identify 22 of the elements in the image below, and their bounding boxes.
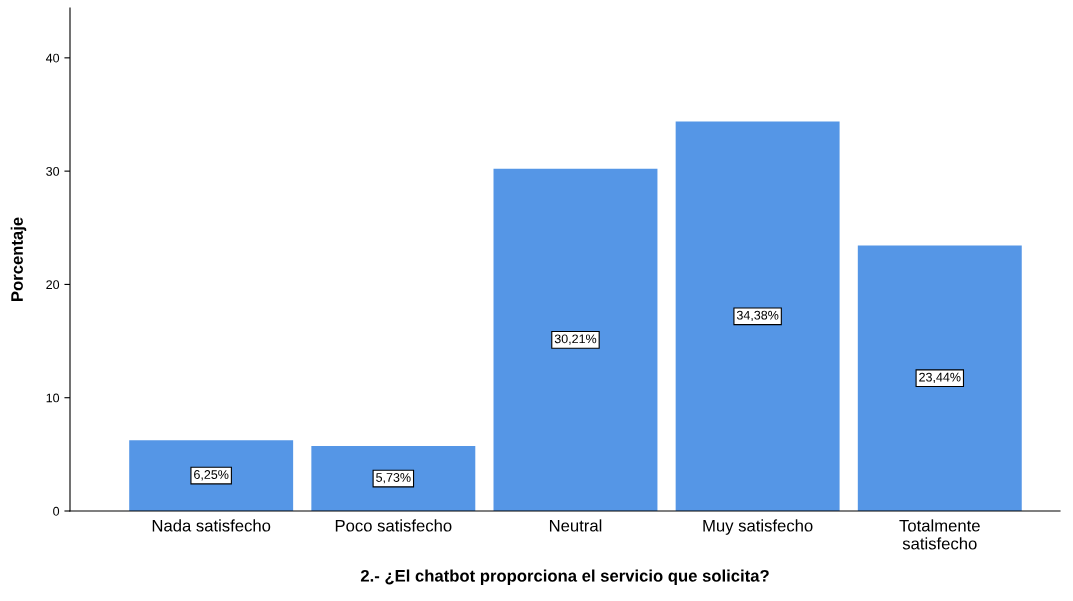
bar (675, 121, 840, 511)
data-label: 5,73% (376, 473, 411, 484)
data-label: 30,21% (554, 334, 597, 345)
x-tick-label: Nada satisfecho (152, 519, 271, 532)
bar (129, 440, 294, 511)
x-tick-label: Totalmente satisfecho (899, 519, 980, 550)
y-tick-label: 40 (45, 53, 60, 63)
data-label: 6,25% (194, 470, 229, 481)
bar (311, 446, 476, 511)
y-tick-label: 0 (53, 506, 60, 516)
x-tick-label: Neutral (549, 519, 602, 532)
bar (493, 168, 658, 511)
x-axis-title: 2.- ¿El chatbot proporciona el servicio que solicita? (360, 569, 769, 586)
y-tick-label: 20 (46, 280, 60, 290)
x-tick-label: Poco satisfecho (335, 519, 452, 532)
x-tick-label: Muy satisfecho (703, 519, 813, 535)
y-tick-label: 30 (46, 166, 60, 176)
data-label: 23,44% (919, 372, 961, 384)
bar (857, 245, 1022, 511)
y-tick-label: 10 (46, 393, 60, 403)
data-label: 34,38% (736, 310, 779, 322)
y-axis-title: Porcentaje (10, 217, 27, 301)
